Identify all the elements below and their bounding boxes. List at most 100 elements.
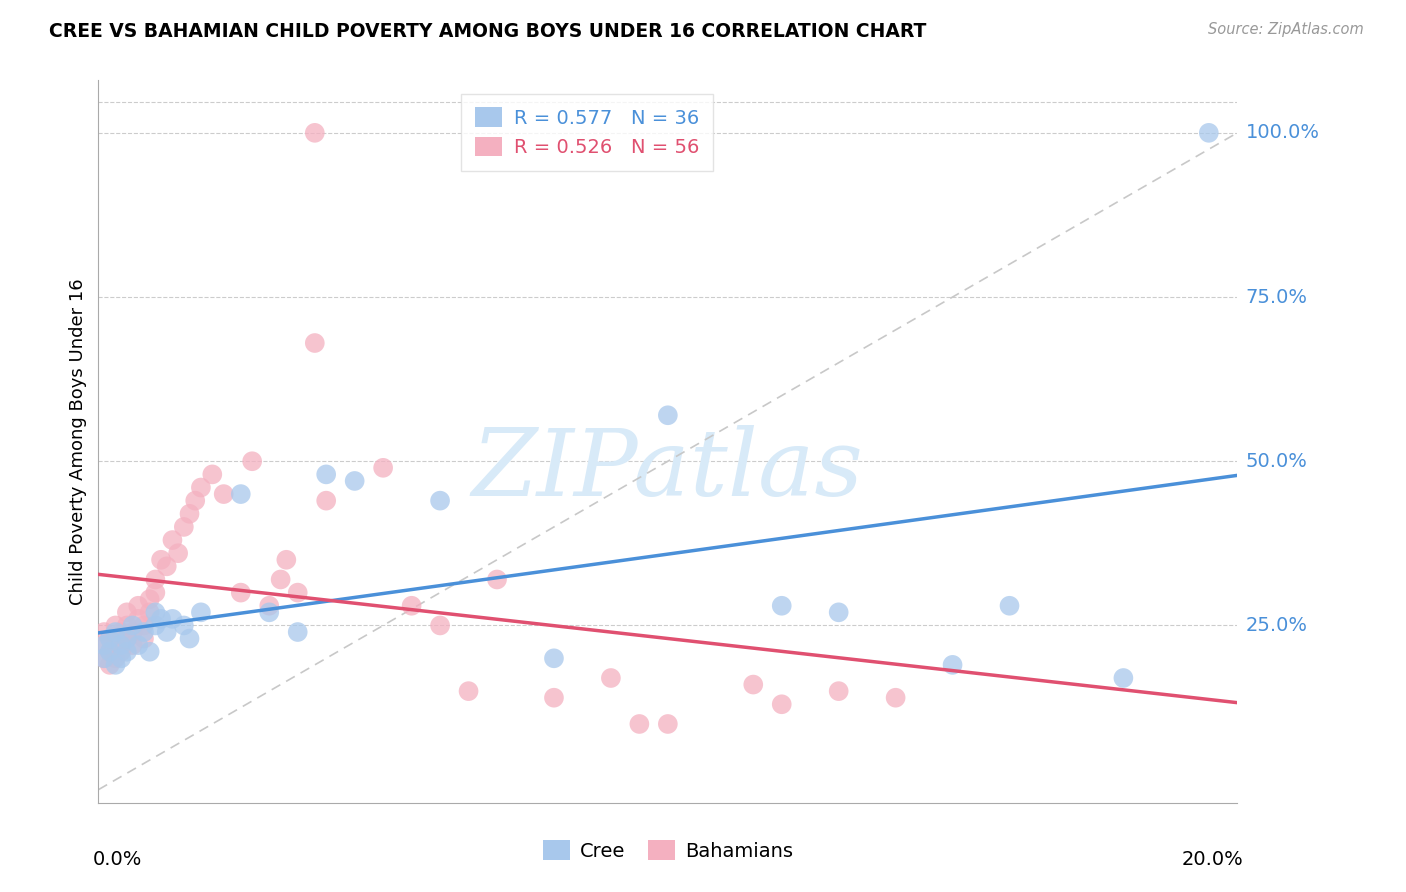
Point (343, 474, 366, 488)
Point (315, 493, 337, 508)
Point (373, 460, 395, 475)
Point (98, 657, 121, 672)
Point (145, 605, 167, 619)
Point (315, 467, 337, 482)
Text: 25.0%: 25.0% (1246, 616, 1308, 635)
Point (259, 605, 281, 619)
Point (93, 651, 115, 665)
Point (104, 657, 127, 672)
Text: 50.0%: 50.0% (1246, 451, 1308, 471)
Point (259, 599, 281, 613)
Point (127, 612, 149, 626)
Y-axis label: Child Poverty Among Boys Under 16: Child Poverty Among Boys Under 16 (69, 278, 87, 605)
Point (110, 645, 132, 659)
Point (162, 612, 184, 626)
Point (138, 592, 160, 607)
Point (287, 625, 309, 640)
Point (240, 454, 263, 468)
Point (190, 481, 212, 495)
Point (1198, 126, 1220, 140)
Text: 20.0%: 20.0% (1181, 850, 1243, 869)
Point (212, 487, 235, 501)
Point (1112, 671, 1135, 685)
Point (138, 645, 160, 659)
Point (104, 638, 127, 652)
Point (179, 507, 201, 521)
Point (304, 126, 326, 140)
Point (132, 625, 155, 640)
Point (121, 638, 143, 652)
Point (167, 546, 190, 560)
Text: 0.0%: 0.0% (93, 850, 142, 869)
Point (828, 684, 851, 698)
Point (429, 493, 451, 508)
Point (98, 645, 121, 659)
Point (138, 605, 160, 619)
Point (543, 690, 565, 705)
Point (884, 690, 907, 705)
Point (145, 573, 167, 587)
Point (115, 632, 138, 646)
Point (229, 585, 252, 599)
Point (276, 553, 298, 567)
Point (150, 553, 173, 567)
Point (127, 638, 149, 652)
Point (145, 585, 167, 599)
Point (401, 599, 423, 613)
Text: ZIPatlas: ZIPatlas (472, 425, 863, 516)
Point (98, 645, 121, 659)
Point (184, 493, 207, 508)
Point (770, 698, 793, 712)
Point (104, 618, 127, 632)
Point (657, 717, 679, 731)
Legend: Cree, Bahamians: Cree, Bahamians (531, 829, 804, 872)
Text: Source: ZipAtlas.com: Source: ZipAtlas.com (1208, 22, 1364, 37)
Point (173, 618, 195, 632)
Point (429, 618, 451, 632)
Point (145, 618, 167, 632)
Point (229, 487, 252, 501)
Point (173, 520, 195, 534)
Point (179, 632, 201, 646)
Point (115, 645, 138, 659)
Point (110, 638, 132, 652)
Point (457, 684, 479, 698)
Point (104, 625, 127, 640)
Text: CREE VS BAHAMIAN CHILD POVERTY AMONG BOYS UNDER 16 CORRELATION CHART: CREE VS BAHAMIAN CHILD POVERTY AMONG BOY… (49, 22, 927, 41)
Point (110, 625, 132, 640)
Point (600, 671, 623, 685)
Point (770, 599, 793, 613)
Point (156, 559, 179, 574)
Text: 100.0%: 100.0% (1246, 123, 1320, 143)
Point (828, 605, 851, 619)
Point (287, 585, 309, 599)
Point (93, 638, 115, 652)
Point (127, 599, 149, 613)
Point (998, 599, 1021, 613)
Text: 75.0%: 75.0% (1246, 287, 1308, 307)
Point (657, 409, 679, 423)
Point (201, 467, 224, 482)
Point (742, 677, 765, 691)
Point (150, 612, 173, 626)
Point (132, 618, 155, 632)
Point (98, 632, 121, 646)
Point (190, 605, 212, 619)
Point (486, 573, 509, 587)
Point (270, 573, 292, 587)
Point (115, 632, 138, 646)
Point (115, 605, 138, 619)
Point (162, 533, 184, 547)
Point (98, 632, 121, 646)
Point (93, 638, 115, 652)
Point (132, 632, 155, 646)
Point (104, 651, 127, 665)
Point (110, 651, 132, 665)
Point (304, 336, 326, 351)
Point (156, 625, 179, 640)
Point (121, 625, 143, 640)
Point (121, 618, 143, 632)
Point (115, 618, 138, 632)
Point (543, 651, 565, 665)
Point (942, 657, 965, 672)
